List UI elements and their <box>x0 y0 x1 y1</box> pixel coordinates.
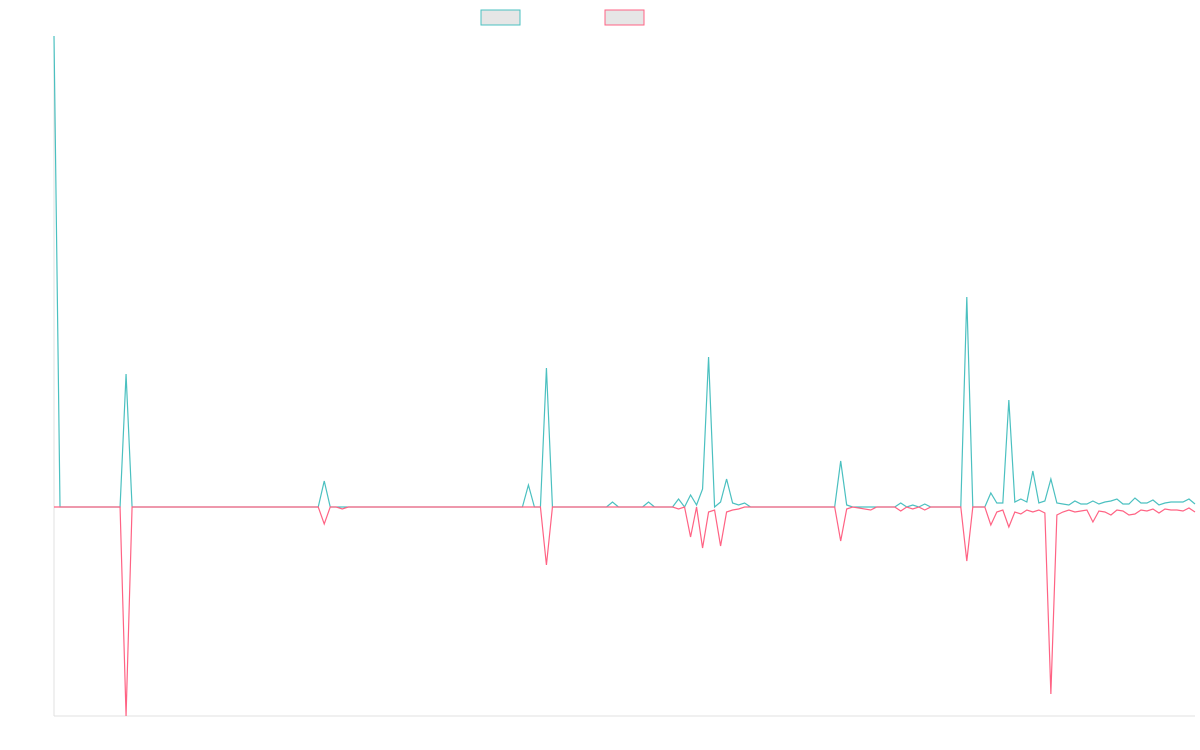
series-line <box>54 506 1196 717</box>
legend-swatch <box>480 9 521 26</box>
series-line <box>53 35 1196 509</box>
legend-swatch <box>604 9 645 26</box>
